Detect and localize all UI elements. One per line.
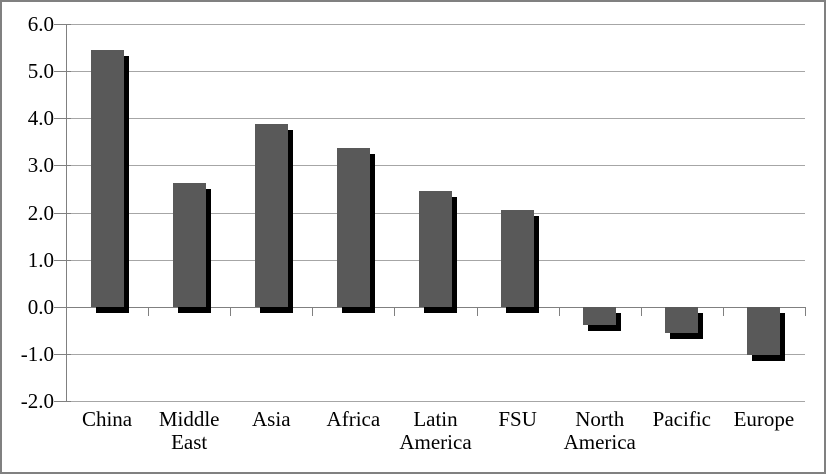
y-axis-tick: [54, 165, 71, 167]
y-tick-label: 2.0: [27, 200, 54, 225]
bar: [172, 182, 206, 307]
y-axis-tick: [54, 259, 71, 261]
x-axis-tick: [312, 306, 314, 316]
x-axis-tick: [805, 306, 806, 316]
category-label-line: China: [81, 407, 133, 431]
gridline: [66, 24, 805, 25]
category-label-line: America: [399, 430, 472, 454]
category-label: Africa: [308, 408, 398, 431]
category-label: Asia: [226, 408, 316, 431]
bar: [90, 49, 124, 307]
category-label-line: Europe: [733, 407, 795, 431]
category-label: FSU: [473, 408, 563, 431]
bar: [336, 147, 370, 307]
y-axis-tick: [54, 401, 71, 402]
bar: [583, 306, 617, 325]
y-axis-tick: [54, 24, 71, 25]
category-label-line: Asia: [252, 407, 291, 431]
x-axis-tick: [722, 306, 724, 316]
x-axis-tick: [148, 306, 150, 316]
category-label-line: North: [575, 407, 625, 431]
gridline: [66, 71, 805, 73]
y-axis-tick: [54, 306, 71, 308]
y-axis-tick: [54, 71, 71, 73]
category-label: Europe: [719, 408, 809, 431]
category-label-line: Pacific: [652, 407, 711, 431]
y-tick-label: 1.0: [27, 247, 54, 272]
category-label: Middle East: [144, 408, 234, 454]
gridline: [66, 118, 805, 120]
y-tick-label: 4.0: [27, 106, 54, 131]
category-label-line: Africa: [326, 407, 381, 431]
gridline: [66, 401, 805, 402]
y-axis-tick: [54, 353, 71, 355]
category-label-line: FSU: [498, 407, 537, 431]
category-label: North America: [555, 408, 645, 454]
y-tick-label: -2.0: [20, 389, 54, 413]
y-axis-tick: [54, 212, 71, 214]
category-label: Latin America: [391, 408, 481, 454]
bar: [419, 191, 452, 307]
bar: [665, 306, 699, 333]
y-tick-label: 3.0: [27, 153, 54, 178]
category-label: Pacific: [637, 408, 727, 431]
bar: [747, 306, 781, 356]
x-axis-tick: [476, 306, 478, 316]
category-label-line: America: [563, 430, 636, 454]
bar: [501, 210, 535, 307]
category-label-line: Middle: [158, 407, 220, 431]
x-axis-tick: [558, 306, 560, 316]
y-tick-label: -1.0: [20, 341, 54, 366]
y-tick-label: 6.0: [27, 12, 54, 36]
x-axis-tick: [230, 306, 232, 316]
y-tick-label: 5.0: [27, 59, 54, 84]
y-axis-tick: [54, 118, 71, 120]
category-label: China: [62, 408, 152, 431]
gridline: [66, 353, 805, 355]
gridline: [66, 165, 805, 167]
category-label-line: East: [171, 430, 208, 454]
y-tick-label: 0.0: [27, 294, 54, 319]
x-axis-tick: [394, 306, 396, 316]
bar: [254, 123, 288, 307]
x-axis-tick: [640, 306, 642, 316]
category-label-line: Latin: [413, 407, 458, 431]
x-axis-tick: [66, 306, 67, 316]
